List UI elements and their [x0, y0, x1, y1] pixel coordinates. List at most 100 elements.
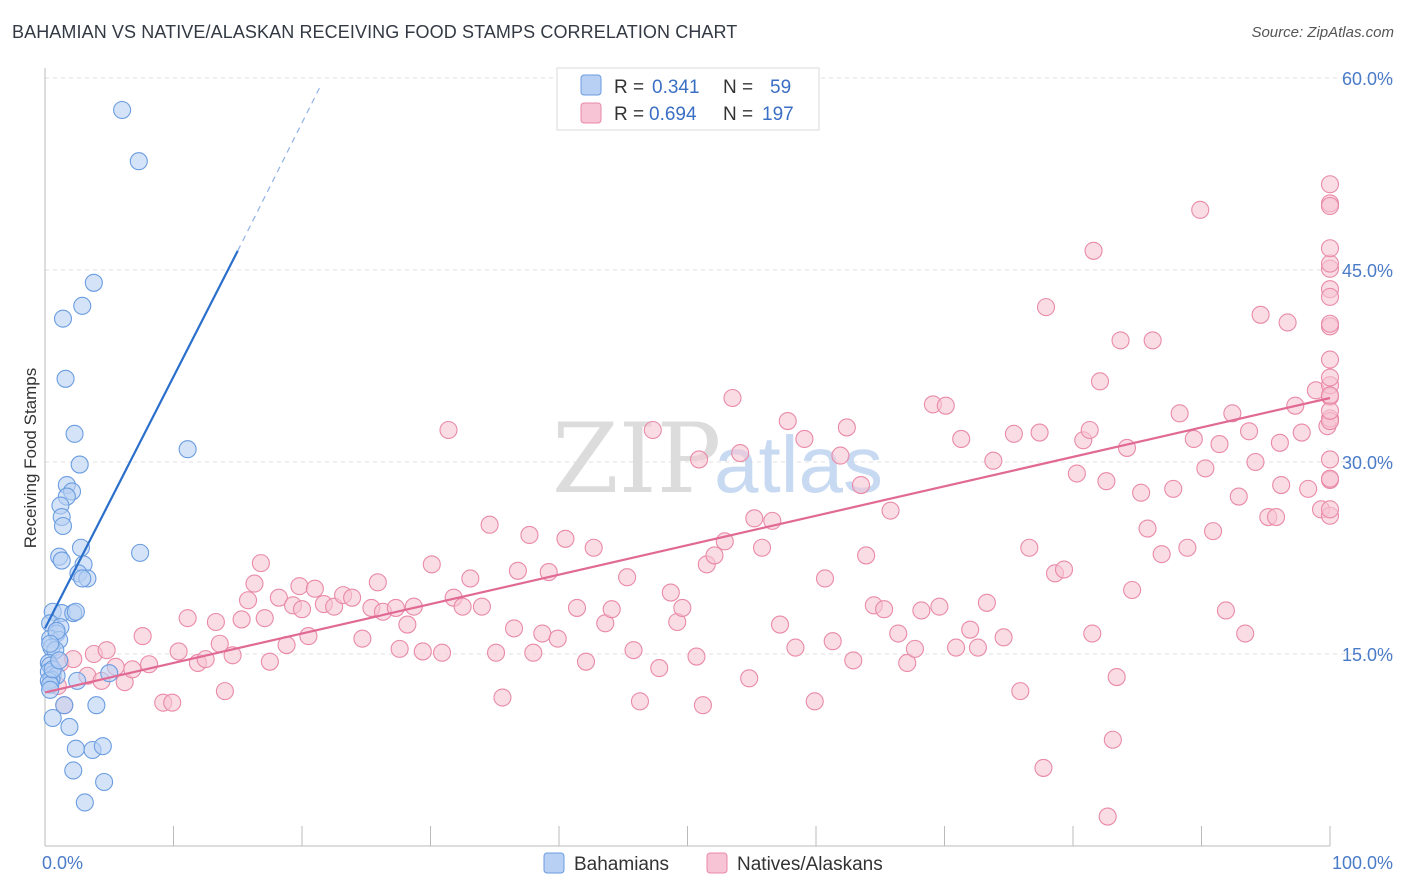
native-point-184 [1320, 368, 1340, 387]
native-point-97 [815, 569, 835, 588]
native-point-145 [1184, 429, 1203, 449]
bahamians-trend-line [44, 250, 239, 629]
native-point-39 [343, 588, 362, 607]
native-point-140 [1143, 331, 1162, 350]
bahamian-point-0 [113, 100, 132, 120]
legend-swatch-pink [580, 102, 602, 124]
native-point-141 [1152, 545, 1171, 564]
native-point-115 [952, 429, 971, 449]
y-tick-label-45: 45.0% [1342, 261, 1393, 281]
native-point-73 [624, 641, 643, 660]
native-point-110 [912, 601, 931, 620]
native-point-51 [439, 420, 458, 440]
native-point-114 [947, 638, 966, 657]
native-point-29 [260, 652, 279, 671]
native-point-58 [493, 688, 512, 707]
bottom-legend-label-bahamians: Bahamians [574, 854, 669, 875]
native-point-68 [576, 652, 596, 671]
native-point-127 [1054, 560, 1074, 579]
native-point-50 [433, 643, 452, 662]
bottom-legend: Bahamians Natives/Alaskans [543, 852, 883, 875]
bahamian-point-26 [66, 602, 85, 621]
native-point-135 [1111, 331, 1130, 350]
native-point-117 [968, 638, 987, 657]
native-point-55 [472, 597, 491, 616]
bahamian-point-56 [50, 651, 69, 670]
native-point-107 [889, 624, 908, 643]
chart-source: Source: ZipAtlas.com [1251, 24, 1394, 41]
y-tick-labels: 15.0% 30.0% 45.0% 60.0% [1342, 69, 1393, 665]
bottom-legend-swatch-natives [706, 852, 728, 874]
bahamian-point-46 [43, 708, 62, 728]
y-tick-label-15: 15.0% [1342, 645, 1393, 665]
bahamian-point-51 [64, 761, 83, 780]
native-point-67 [567, 598, 587, 617]
native-point-53 [453, 597, 472, 616]
native-point-182 [1320, 314, 1340, 333]
native-point-28 [269, 588, 288, 607]
bahamian-point-18 [52, 551, 71, 570]
native-point-27 [255, 609, 274, 628]
native-point-149 [1210, 435, 1229, 454]
native-point-144 [1178, 538, 1197, 557]
watermark: ZIP atlas [552, 403, 883, 515]
bahamian-point-2 [84, 273, 103, 292]
grid-lines [45, 77, 1395, 655]
native-point-194 [1034, 758, 1053, 777]
native-point-23 [232, 610, 251, 629]
bahamian-point-5 [56, 369, 75, 388]
native-point-156 [1251, 305, 1270, 324]
native-point-154 [1239, 422, 1259, 441]
native-point-32 [290, 577, 309, 596]
series-bahamians [39, 100, 197, 812]
y-tick-label-30: 30.0% [1342, 453, 1393, 473]
native-point-116 [961, 620, 980, 639]
native-point-82 [693, 696, 712, 715]
native-point-162 [1292, 423, 1311, 442]
bahamian-point-44 [55, 696, 74, 715]
bahamian-point-13 [53, 516, 73, 536]
bottom-legend-swatch-bahamians [543, 852, 565, 874]
native-point-125 [1036, 298, 1056, 317]
native-point-193 [1098, 807, 1117, 826]
chart-title: BAHAMIAN VS NATIVE/ALASKAN RECEIVING FOO… [12, 22, 738, 42]
bahamian-point-52 [95, 772, 114, 792]
native-point-94 [786, 638, 805, 657]
bahamian-point-4 [53, 309, 73, 328]
legend-swatch-blue [580, 74, 602, 96]
native-point-148 [1204, 522, 1223, 541]
native-point-46 [398, 615, 417, 634]
native-point-15 [169, 642, 188, 661]
native-point-35 [305, 579, 324, 598]
native-point-124 [1030, 423, 1049, 442]
native-point-119 [984, 451, 1003, 470]
native-point-81 [690, 450, 709, 469]
y-tick-label-60: 60.0% [1342, 69, 1393, 89]
native-point-63 [533, 624, 552, 643]
native-point-112 [930, 597, 949, 616]
native-point-74 [630, 692, 650, 711]
native-point-167 [1320, 175, 1340, 194]
native-point-65 [548, 629, 567, 648]
legend-r-value-2: 0.694 [649, 104, 697, 125]
x-tick-labels: 0.0% 100.0% [42, 853, 1393, 873]
bahamian-point-45 [87, 696, 106, 715]
native-point-136 [1117, 438, 1137, 457]
native-point-90 [752, 538, 772, 557]
trend-lines [44, 84, 1331, 694]
native-point-87 [731, 443, 750, 463]
native-point-150 [1216, 601, 1235, 620]
y-axis-label: Receiving Food Stamps [21, 368, 40, 548]
native-point-139 [1138, 519, 1157, 538]
native-point-48 [413, 642, 432, 661]
native-point-108 [898, 653, 917, 673]
native-point-187 [1320, 196, 1340, 216]
native-point-118 [977, 593, 996, 612]
native-point-131 [1084, 241, 1103, 260]
native-point-138 [1132, 483, 1151, 502]
native-point-54 [461, 569, 480, 588]
bahamian-point-6 [65, 424, 84, 443]
bahamian-point-57 [41, 634, 60, 653]
native-point-25 [245, 574, 264, 593]
native-point-122 [1011, 682, 1030, 701]
